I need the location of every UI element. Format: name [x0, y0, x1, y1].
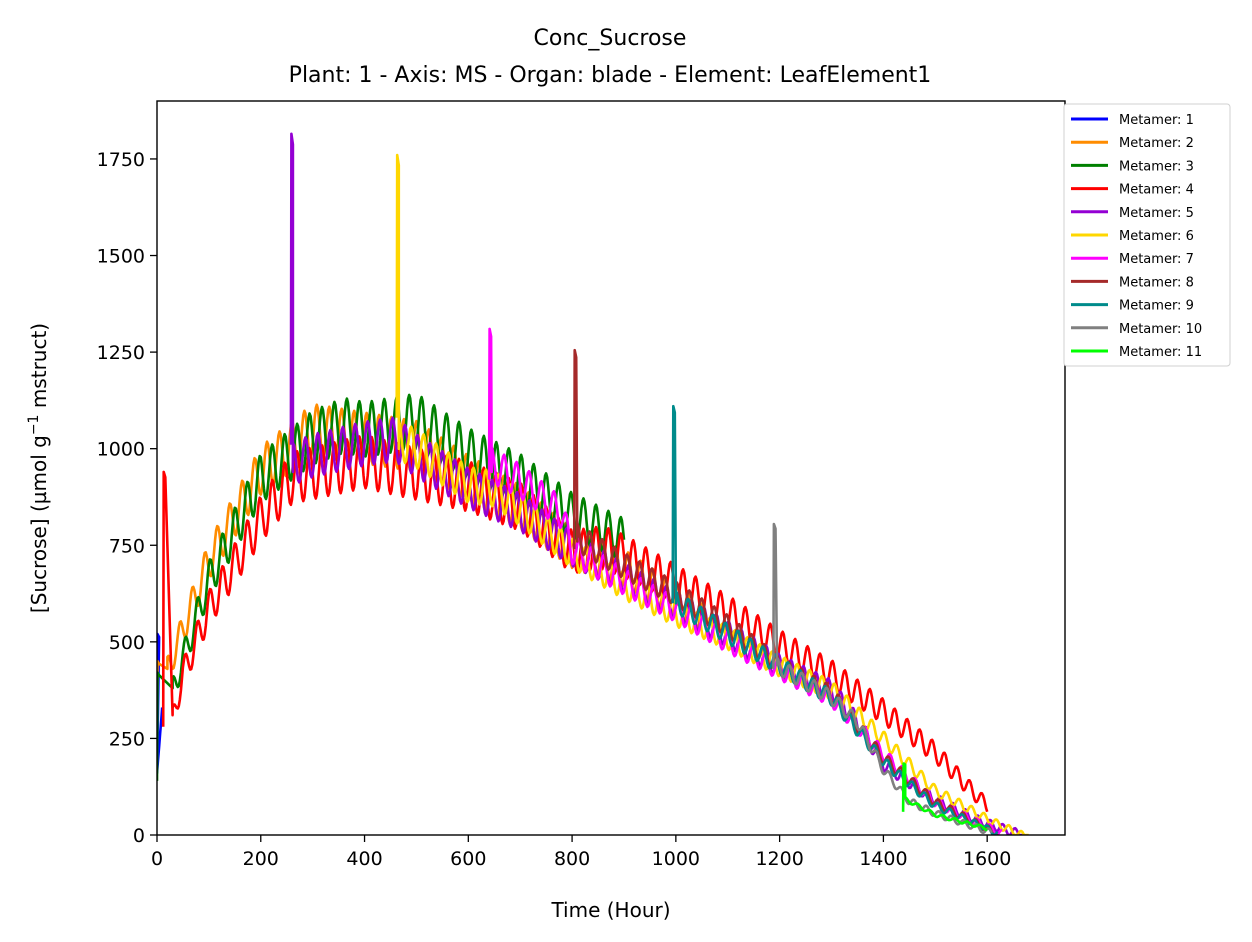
series-line-metamer-6	[395, 153, 1029, 835]
legend-entry-label: Metamer: 8	[1119, 275, 1194, 290]
legend-entry-label: Metamer: 3	[1119, 159, 1194, 174]
x-tick-label: 1000	[652, 848, 700, 870]
x-axis-label: Time (Hour)	[550, 898, 670, 922]
chart-subtitle: Plant: 1 - Axis: MS - Organ: blade - Ele…	[289, 63, 932, 88]
legend-entry-label: Metamer: 11	[1119, 345, 1202, 360]
legend-entry-label: Metamer: 1	[1119, 113, 1194, 128]
y-axis: 0 250 500 750 1000 1250 1500 1750	[97, 149, 157, 847]
legend-entry-label: Metamer: 5	[1119, 206, 1194, 221]
legend-entry-label: Metamer: 10	[1119, 322, 1202, 337]
legend-entry-label: Metamer: 2	[1119, 136, 1194, 151]
y-axis-label-exponent: −1	[26, 415, 42, 436]
y-tick-label: 0	[133, 825, 145, 847]
series-line-metamer-10	[772, 522, 993, 834]
x-tick-label: 1400	[859, 848, 907, 870]
plot-area-frame	[156, 100, 1066, 836]
x-tick-label: 1200	[755, 848, 803, 870]
x-axis: 0 200 400 600 800 1000 1200 1400 1600	[151, 835, 1011, 870]
y-axis-label-units: mstruct)	[27, 323, 51, 415]
x-tick-label: 400	[346, 848, 382, 870]
y-tick-label: 1000	[97, 439, 145, 461]
y-axis-label-main: [Sucrose] (µmol g	[27, 435, 51, 613]
legend-entry-label: Metamer: 7	[1119, 252, 1194, 267]
series-line-metamer-7	[487, 327, 1003, 835]
y-tick-label: 250	[109, 728, 145, 750]
legend-entry-label: Metamer: 6	[1119, 229, 1194, 244]
series-line-metamer-11	[901, 762, 988, 832]
legend-frame	[1063, 103, 1231, 367]
chart-title: Conc_Sucrose	[534, 26, 687, 51]
y-tick-label: 1750	[97, 149, 145, 171]
y-axis-label: [Sucrose] (µmol g−1 mstruct)	[26, 323, 51, 613]
x-tick-label: 200	[243, 848, 279, 870]
legend-entry-label: Metamer: 4	[1119, 183, 1194, 198]
x-tick-label: 600	[450, 848, 486, 870]
y-tick-label: 500	[109, 632, 145, 654]
legend-entry-label: Metamer: 9	[1119, 299, 1194, 314]
x-tick-label: 1600	[963, 848, 1011, 870]
y-tick-label: 1250	[97, 342, 145, 364]
y-tick-label: 1500	[97, 246, 145, 268]
series-line-metamer-9	[671, 404, 999, 835]
x-tick-label: 800	[554, 848, 590, 870]
series-layer	[157, 132, 1029, 835]
legend: Metamer: 1 Metamer: 2 Metamer: 3 Metamer: 4…	[1063, 103, 1231, 367]
y-tick-label: 750	[109, 535, 145, 557]
x-tick-label: 0	[151, 848, 163, 870]
